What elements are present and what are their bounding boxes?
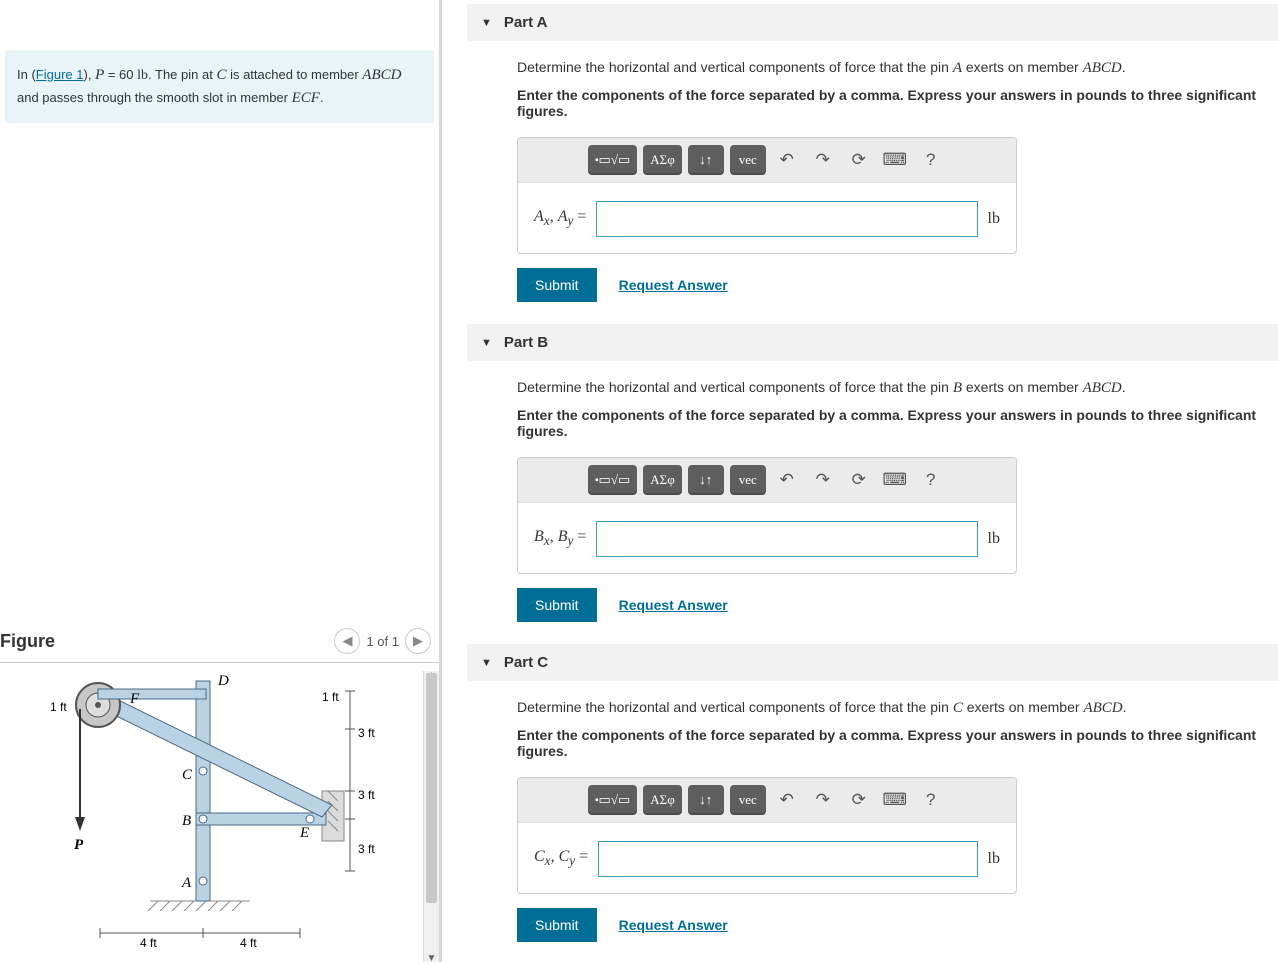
scroll-thumb[interactable] [426,673,437,903]
figure-pager-text: 1 of 1 [366,634,399,649]
keyboard-button[interactable]: ⌨ [880,145,910,175]
part-b-question: Determine the horizontal and vertical co… [517,379,1258,397]
part-a-header[interactable]: ▼ Part A [467,4,1278,41]
part-c-header[interactable]: ▼ Part C [467,644,1278,681]
problem-statement: In (Figure 1), P = 60 lb. The pin at C i… [5,50,434,123]
part-a-instructions: Enter the components of the force separa… [517,87,1258,119]
part-c-answer-input[interactable] [598,841,977,877]
equation-toolbar: ▪▭√▭ ΑΣφ ↓↑ vec ↶ ↷ ⟳ ⌨ ? [518,458,1016,503]
figure-header: Figure ◀ 1 of 1 ▶ [0,616,439,662]
part-b-title: Part B [504,334,548,351]
figure-next-button[interactable]: ▶ [405,628,431,654]
part-c-question: Determine the horizontal and vertical co… [517,699,1258,717]
subscript-button[interactable]: ↓↑ [688,785,724,815]
part-c-instructions: Enter the components of the force separa… [517,727,1258,759]
help-button[interactable]: ? [916,465,946,495]
part-b-answer-input[interactable] [596,521,977,557]
svg-text:3 ft: 3 ft [358,842,375,856]
scroll-down-icon[interactable]: ▼ [426,952,437,964]
vector-button[interactable]: vec [730,465,766,495]
greek-button[interactable]: ΑΣφ [643,785,681,815]
vector-button[interactable]: vec [730,145,766,175]
collapse-icon: ▼ [481,17,492,29]
subscript-button[interactable]: ↓↑ [688,145,724,175]
equation-toolbar: ▪▭√▭ ΑΣφ ↓↑ vec ↶ ↷ ⟳ ⌨ ? [518,778,1016,823]
figure-link[interactable]: Figure 1 [36,67,84,82]
reset-button[interactable]: ⟳ [844,465,874,495]
unit-label: lb [988,850,1000,868]
part-c-submit-button[interactable]: Submit [517,908,597,942]
part-c-title: Part C [504,654,548,671]
templates-button[interactable]: ▪▭√▭ [588,465,637,495]
part-a-question: Determine the horizontal and vertical co… [517,59,1258,77]
svg-text:E: E [299,825,309,841]
subscript-button[interactable]: ↓↑ [688,465,724,495]
part-b-answer-box: ▪▭√▭ ΑΣφ ↓↑ vec ↶ ↷ ⟳ ⌨ ? Bx, By = lb [517,457,1017,574]
figure-scrollbar[interactable]: ▲ ▼ [423,671,439,962]
part-a-submit-button[interactable]: Submit [517,268,597,302]
svg-text:3 ft: 3 ft [358,788,375,802]
redo-button[interactable]: ↷ [808,465,838,495]
svg-text:C: C [182,767,193,783]
svg-text:1 ft: 1 ft [322,690,339,704]
svg-text:B: B [182,813,191,829]
svg-text:D: D [217,673,229,689]
figure-prev-button[interactable]: ◀ [334,628,360,654]
part-b-request-answer-link[interactable]: Request Answer [619,597,728,613]
svg-text:4 ft: 4 ft [240,936,257,950]
part-c-request-answer-link[interactable]: Request Answer [619,917,728,933]
greek-button[interactable]: ΑΣφ [643,145,681,175]
figure-title: Figure [0,631,55,652]
vector-button[interactable]: vec [730,785,766,815]
keyboard-button[interactable]: ⌨ [880,465,910,495]
part-b-var-label: Bx, By = [534,528,586,549]
figure-diagram: D F C B E A P 1 ft 1 ft 3 ft 3 ft 3 ft 4… [10,671,390,951]
templates-button[interactable]: ▪▭√▭ [588,145,637,175]
svg-text:1 ft: 1 ft [50,700,67,714]
svg-text:4 ft: 4 ft [140,936,157,950]
keyboard-button[interactable]: ⌨ [880,785,910,815]
unit-label: lb [988,210,1000,228]
greek-button[interactable]: ΑΣφ [643,465,681,495]
part-b-instructions: Enter the components of the force separa… [517,407,1258,439]
unit-label: lb [988,530,1000,548]
collapse-icon: ▼ [481,657,492,669]
part-b-submit-button[interactable]: Submit [517,588,597,622]
part-c-var-label: Cx, Cy = [534,848,588,869]
svg-text:P: P [74,837,84,853]
part-b-header[interactable]: ▼ Part B [467,324,1278,361]
part-a-answer-input[interactable] [596,201,977,237]
svg-text:F: F [129,691,140,707]
undo-button[interactable]: ↶ [772,785,802,815]
redo-button[interactable]: ↷ [808,145,838,175]
undo-button[interactable]: ↶ [772,145,802,175]
help-button[interactable]: ? [916,785,946,815]
equation-toolbar: ▪▭√▭ ΑΣφ ↓↑ vec ↶ ↷ ⟳ ⌨ ? [518,138,1016,183]
reset-button[interactable]: ⟳ [844,145,874,175]
collapse-icon: ▼ [481,337,492,349]
svg-text:3 ft: 3 ft [358,726,375,740]
help-button[interactable]: ? [916,145,946,175]
reset-button[interactable]: ⟳ [844,785,874,815]
templates-button[interactable]: ▪▭√▭ [588,785,637,815]
part-a-title: Part A [504,14,548,31]
svg-text:A: A [181,875,192,891]
part-a-answer-box: ▪▭√▭ ΑΣφ ↓↑ vec ↶ ↷ ⟳ ⌨ ? Ax, Ay = lb [517,137,1017,254]
part-a-var-label: Ax, Ay = [534,208,586,229]
figure-panel: D F C B E A P 1 ft 1 ft 3 ft 3 ft 3 ft 4… [0,662,439,962]
redo-button[interactable]: ↷ [808,785,838,815]
part-c-answer-box: ▪▭√▭ ΑΣφ ↓↑ vec ↶ ↷ ⟳ ⌨ ? Cx, Cy = lb [517,777,1017,894]
part-a-request-answer-link[interactable]: Request Answer [619,277,728,293]
undo-button[interactable]: ↶ [772,465,802,495]
